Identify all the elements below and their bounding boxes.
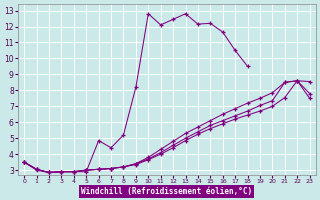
X-axis label: Windchill (Refroidissement éolien,°C): Windchill (Refroidissement éolien,°C)	[81, 187, 252, 196]
